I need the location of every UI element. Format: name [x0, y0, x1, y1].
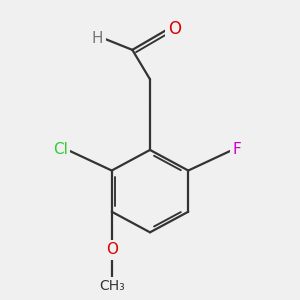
Text: F: F — [232, 142, 241, 158]
Text: O: O — [106, 242, 118, 257]
Text: CH₃: CH₃ — [99, 279, 124, 293]
Text: O: O — [168, 20, 181, 38]
Text: Cl: Cl — [53, 142, 68, 158]
Text: H: H — [92, 31, 103, 46]
